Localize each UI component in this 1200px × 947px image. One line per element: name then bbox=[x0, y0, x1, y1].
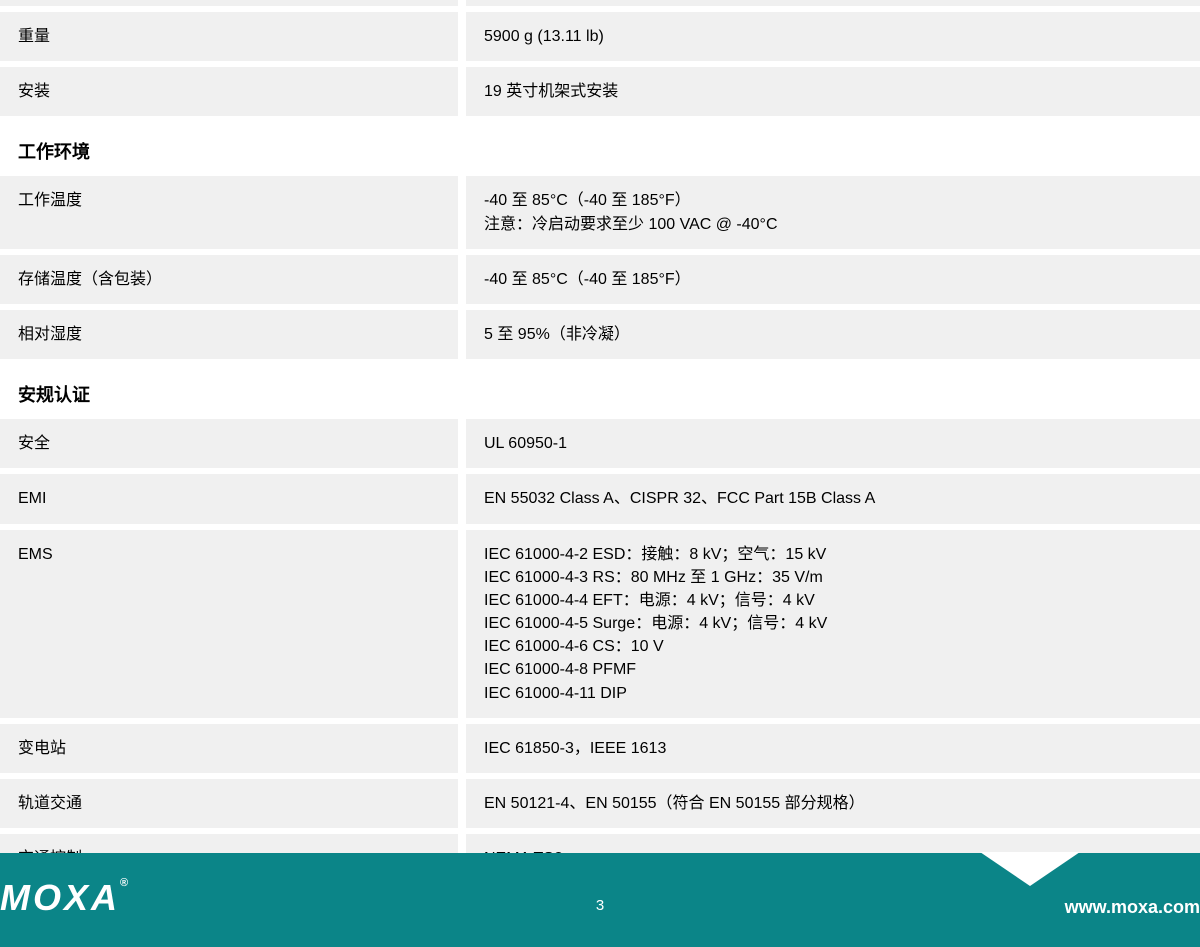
spec-value: IEC 61000-4-2 ESD：接触：8 kV；空气：15 kV IEC 6… bbox=[466, 530, 1200, 718]
spec-label: 存储温度（含包装） bbox=[0, 255, 458, 304]
page-footer: MOXA® 3 www.moxa.com bbox=[0, 853, 1200, 947]
spec-label: 工作温度 bbox=[0, 176, 458, 248]
brand-logo: MOXA® bbox=[0, 877, 131, 919]
spec-row: EMSIEC 61000-4-2 ESD：接触：8 kV；空气：15 kV IE… bbox=[0, 530, 1200, 718]
page-number: 3 bbox=[596, 897, 604, 914]
spec-row: 重量5900 g (13.11 lb) bbox=[0, 12, 1200, 61]
spec-row: 轨道交通EN 50121-4、EN 50155（符合 EN 50155 部分规格… bbox=[0, 779, 1200, 828]
spec-row: 存储温度（含包装）-40 至 85°C（-40 至 185°F） bbox=[0, 255, 1200, 304]
blank-cell bbox=[466, 0, 1200, 6]
spec-label: 相对湿度 bbox=[0, 310, 458, 359]
spec-value: IEC 61850-3，IEEE 1613 bbox=[466, 724, 1200, 773]
blank-row bbox=[0, 0, 1200, 6]
spec-label: EMI bbox=[0, 474, 458, 523]
spec-value: UL 60950-1 bbox=[466, 419, 1200, 468]
registered-mark: ® bbox=[120, 877, 131, 889]
spec-table: 重量5900 g (13.11 lb)安装19 英寸机架式安装工作环境工作温度-… bbox=[0, 0, 1200, 883]
spec-label: 变电站 bbox=[0, 724, 458, 773]
footer-url: www.moxa.com bbox=[1065, 897, 1200, 918]
spec-row: EMIEN 55032 Class A、CISPR 32、FCC Part 15… bbox=[0, 474, 1200, 523]
spec-value: 19 英寸机架式安装 bbox=[466, 67, 1200, 116]
blank-cell bbox=[0, 0, 458, 6]
spec-label: EMS bbox=[0, 530, 458, 718]
spec-label: 轨道交通 bbox=[0, 779, 458, 828]
spec-label: 安全 bbox=[0, 419, 458, 468]
spec-value: EN 50121-4、EN 50155（符合 EN 50155 部分规格） bbox=[466, 779, 1200, 828]
spec-row: 变电站IEC 61850-3，IEEE 1613 bbox=[0, 724, 1200, 773]
spec-label: 安装 bbox=[0, 67, 458, 116]
footer-notch-decoration bbox=[980, 852, 1080, 886]
spec-row: 相对湿度5 至 95%（非冷凝） bbox=[0, 310, 1200, 359]
spec-value: 5900 g (13.11 lb) bbox=[466, 12, 1200, 61]
spec-label: 重量 bbox=[0, 12, 458, 61]
spec-row: 安装19 英寸机架式安装 bbox=[0, 67, 1200, 116]
spec-value: -40 至 85°C（-40 至 185°F） 注意：冷启动要求至少 100 V… bbox=[466, 176, 1200, 248]
spec-value: EN 55032 Class A、CISPR 32、FCC Part 15B C… bbox=[466, 474, 1200, 523]
brand-logo-text: MOXA bbox=[0, 877, 120, 918]
section-title: 工作环境 bbox=[0, 122, 1200, 176]
spec-value: -40 至 85°C（-40 至 185°F） bbox=[466, 255, 1200, 304]
spec-row: 安全UL 60950-1 bbox=[0, 419, 1200, 468]
spec-row: 工作温度-40 至 85°C（-40 至 185°F） 注意：冷启动要求至少 1… bbox=[0, 176, 1200, 248]
section-title: 安规认证 bbox=[0, 365, 1200, 419]
spec-value: 5 至 95%（非冷凝） bbox=[466, 310, 1200, 359]
